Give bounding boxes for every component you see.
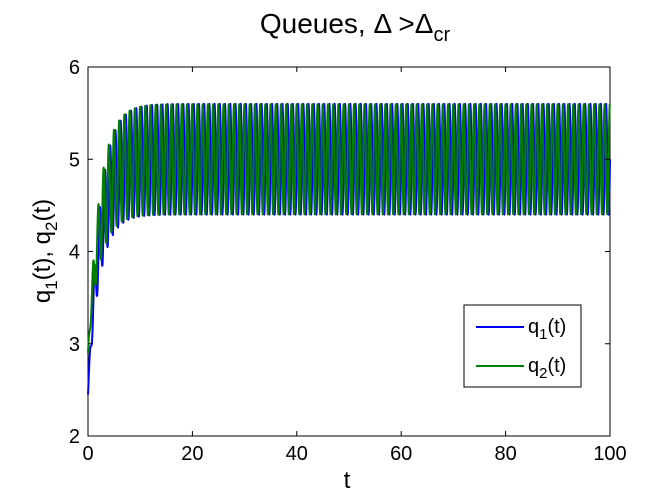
x-tick-label: 0 xyxy=(82,443,93,465)
x-tick-label: 80 xyxy=(494,443,516,465)
x-tick-label: 40 xyxy=(286,443,308,465)
plot-area: 0 20 40 60 80 100 2 3 4 5 6 xyxy=(69,57,627,465)
chart-title: Queues, Δ >Δcr xyxy=(260,8,451,46)
svg-text:Queues, Δ >Δcr: Queues, Δ >Δcr xyxy=(260,8,451,46)
legend-box xyxy=(463,304,582,388)
legend: q1(t) q2(t) xyxy=(463,304,582,388)
legend-label-q1: q1(t) xyxy=(528,316,566,343)
y-tick-label: 5 xyxy=(69,149,80,171)
series-layer xyxy=(87,102,611,395)
y-axis-label: q1(t), q2(t) xyxy=(29,199,61,303)
title-main: Queues, Δ >Δ xyxy=(260,8,434,39)
axis-ticks: 0 20 40 60 80 100 2 3 4 5 6 xyxy=(69,57,627,465)
x-tick-label: 60 xyxy=(390,443,412,465)
y-tick-label: 6 xyxy=(69,57,80,79)
x-tick-label: 20 xyxy=(181,443,203,465)
y-tick-label: 3 xyxy=(69,334,80,356)
x-tick-label: 100 xyxy=(593,443,626,465)
x-axis-label: t xyxy=(344,467,351,494)
y-tick-label: 4 xyxy=(69,242,80,264)
y-tick-label: 2 xyxy=(69,426,80,448)
legend-label-q2: q2(t) xyxy=(528,355,566,382)
series-line-q2 xyxy=(87,103,611,354)
title-subscript: cr xyxy=(433,24,450,46)
